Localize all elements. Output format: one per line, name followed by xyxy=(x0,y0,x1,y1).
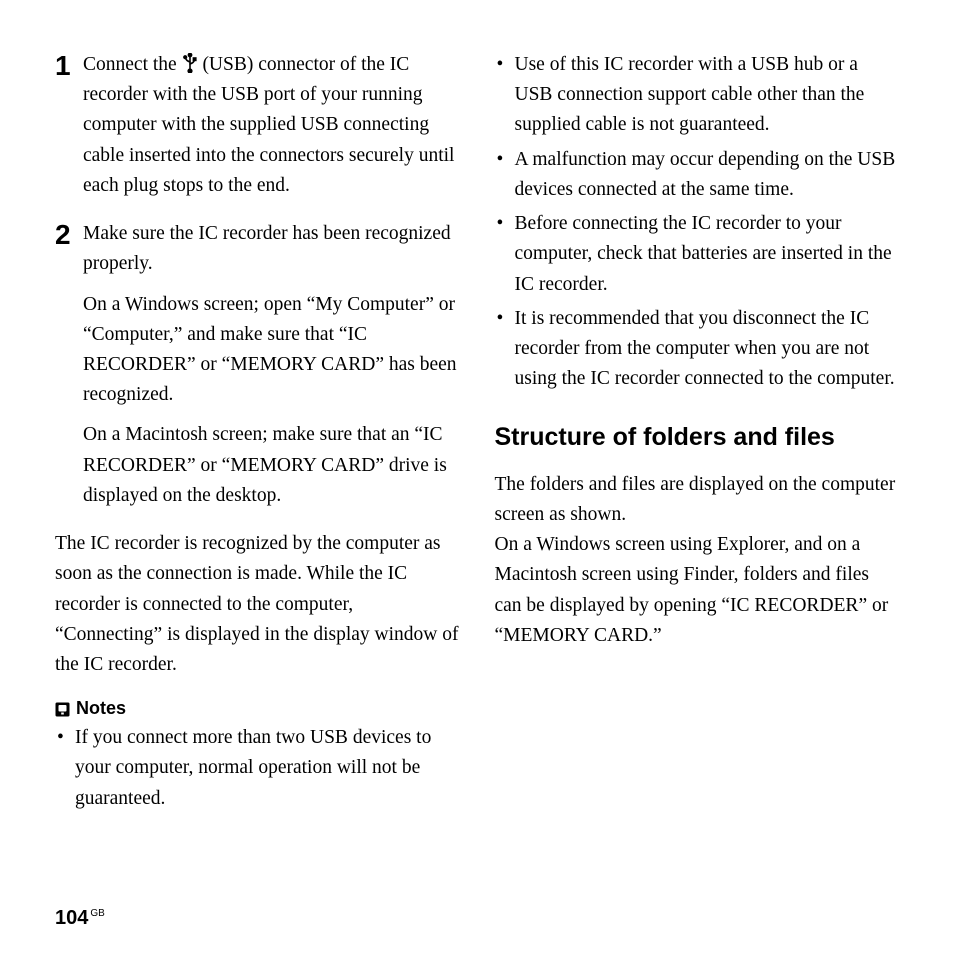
page-suffix: GB xyxy=(90,908,104,919)
step-number: 1 xyxy=(55,50,83,201)
connection-paragraph: The IC recorder is recognized by the com… xyxy=(55,529,460,680)
step-body: Make sure the IC recorder has been recog… xyxy=(83,219,460,511)
bullet-text: Use of this IC recorder with a USB hub o… xyxy=(515,50,900,141)
note-item: If you connect more than two USB devices… xyxy=(55,723,460,814)
notes-list: If you connect more than two USB devices… xyxy=(55,723,460,814)
step-1-text: Connect the (USB) connector of the IC re… xyxy=(83,50,460,201)
step-1: 1 Connect the (USB) connector of the IC … xyxy=(55,50,460,201)
step-body: Connect the (USB) connector of the IC re… xyxy=(83,50,460,201)
bullet-text: It is recommended that you disconnect th… xyxy=(515,304,900,395)
page-columns: 1 Connect the (USB) connector of the IC … xyxy=(55,50,899,880)
right-column: Use of this IC recorder with a USB hub o… xyxy=(495,50,900,880)
note-text: If you connect more than two USB devices… xyxy=(75,723,460,814)
step-2-p3: On a Macintosh screen; make sure that an… xyxy=(83,420,460,511)
bullet-item: A malfunction may occur depending on the… xyxy=(495,145,900,205)
step-2-p1: Make sure the IC recorder has been recog… xyxy=(83,219,460,279)
section-heading: Structure of folders and files xyxy=(495,422,900,453)
bullet-item: Before connecting the IC recorder to you… xyxy=(495,209,900,300)
right-bullets: Use of this IC recorder with a USB hub o… xyxy=(495,50,900,394)
step-2-p2: On a Windows screen; open “My Computer” … xyxy=(83,290,460,411)
page-footer: 104GB xyxy=(55,907,105,930)
left-column: 1 Connect the (USB) connector of the IC … xyxy=(55,50,460,880)
notes-heading: Notes xyxy=(55,698,460,719)
page-number: 104 xyxy=(55,907,88,929)
notes-label: Notes xyxy=(76,698,126,719)
note-icon xyxy=(55,701,70,716)
step-2: 2 Make sure the IC recorder has been rec… xyxy=(55,219,460,511)
bullet-item: Use of this IC recorder with a USB hub o… xyxy=(495,50,900,141)
bullet-text: A malfunction may occur depending on the… xyxy=(515,145,900,205)
section-body: The folders and files are displayed on t… xyxy=(495,470,900,651)
usb-icon xyxy=(182,53,198,73)
bullet-item: It is recommended that you disconnect th… xyxy=(495,304,900,395)
bullet-text: Before connecting the IC recorder to you… xyxy=(515,209,900,300)
step-number: 2 xyxy=(55,219,83,511)
